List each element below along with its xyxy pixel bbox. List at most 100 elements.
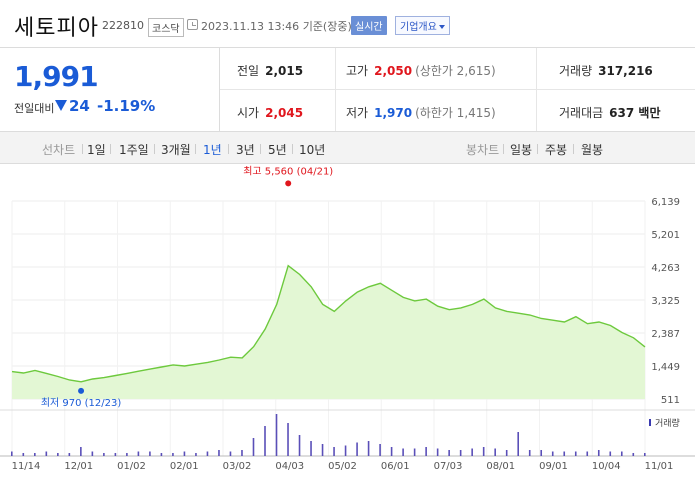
x-tick-label: 12/01 xyxy=(64,461,93,472)
down-arrow-icon xyxy=(55,100,67,111)
min-price-marker xyxy=(78,387,85,394)
x-axis-labels: 11/14 12/01 01/02 02/01 03/02 04/03 05/02 06/01… xyxy=(12,461,674,472)
volume-bar xyxy=(310,441,312,456)
volume-bar xyxy=(11,451,13,456)
volume: 거래량 317,216 xyxy=(559,64,653,78)
volume-bar xyxy=(206,451,209,456)
tab-1w[interactable]: 1주일 xyxy=(119,143,149,157)
x-tick-label: 05/02 xyxy=(328,461,357,472)
volume-bar xyxy=(597,450,600,456)
y-tick-label: 6,139 xyxy=(651,197,680,208)
x-tick-label: 01/02 xyxy=(117,461,146,472)
market-badge: 코스닥 xyxy=(148,18,184,37)
volume-bar xyxy=(574,451,577,456)
volume-bar xyxy=(264,426,266,456)
tab-5y[interactable]: 5년 xyxy=(268,143,287,157)
divider xyxy=(292,144,293,154)
tab-10y[interactable]: 10년 xyxy=(299,143,326,157)
open-price: 시가 2,045 xyxy=(237,106,304,120)
tab-weekly[interactable]: 주봉 xyxy=(545,143,568,157)
tab-1y[interactable]: 1년 xyxy=(203,143,222,157)
low-price: 저가 1,970 (하한가 1,415) xyxy=(346,106,496,120)
x-tick-label: 11/14 xyxy=(12,461,41,472)
volume-bar xyxy=(149,451,151,456)
volume-bar xyxy=(344,445,347,456)
volume-bar xyxy=(551,451,554,456)
divider xyxy=(154,144,155,154)
candle-chart-label: 봉차트 xyxy=(466,143,500,157)
volume-bar xyxy=(436,448,439,456)
y-tick-label: 511 xyxy=(661,395,680,406)
prev-close: 전일 2,015 xyxy=(237,64,304,78)
stock-name: 세토피아 xyxy=(14,16,99,41)
volume-bar xyxy=(103,453,105,456)
volume-label: 거래량 xyxy=(655,417,680,429)
price-chart-svg[interactable]: 6,139 5,201 4,263 3,325 2,387 1,449 511 최고 5,5… xyxy=(0,164,695,487)
volume-bar xyxy=(275,414,278,456)
volume-bar xyxy=(218,450,220,456)
current-price: 1,991 xyxy=(14,60,99,93)
volume-bar xyxy=(367,441,370,456)
y-tick-label: 2,387 xyxy=(651,329,680,340)
y-tick-label: 5,201 xyxy=(651,230,680,241)
realtime-badge[interactable]: 실시간 xyxy=(351,16,387,35)
price-line xyxy=(11,264,646,383)
x-tick-label: 09/01 xyxy=(539,461,568,472)
price-box: 1,991 전일대비 24 -1.19% xyxy=(0,48,220,131)
volume-bar xyxy=(241,450,243,456)
chevron-down-icon xyxy=(438,25,445,29)
trade-amount: 거래대금 637 백만 xyxy=(559,106,661,120)
x-tick-label: 04/03 xyxy=(275,461,304,472)
volume-bar xyxy=(620,451,623,456)
x-tick-label: 08/01 xyxy=(486,461,515,472)
volume-bar xyxy=(379,444,381,456)
volume-bar xyxy=(126,453,128,456)
volume-bar xyxy=(252,438,255,456)
volume-bar xyxy=(528,450,531,456)
tab-3m[interactable]: 3개월 xyxy=(161,143,191,157)
volume-bar xyxy=(390,447,393,456)
volume-bar xyxy=(45,451,48,456)
line-chart-label: 선차트 xyxy=(42,143,76,157)
volume-bar xyxy=(482,447,485,456)
stock-code: 222810 xyxy=(102,19,144,32)
divider xyxy=(503,144,504,154)
divider xyxy=(82,144,83,154)
volume-bar xyxy=(356,442,358,456)
tab-1d[interactable]: 1일 xyxy=(87,143,106,157)
divider xyxy=(195,144,196,154)
volume-bar xyxy=(471,448,473,456)
divider xyxy=(335,48,336,131)
company-overview-button[interactable]: 기업개요 xyxy=(395,16,450,35)
volume-bar xyxy=(287,423,289,456)
max-price-label: 최고 5,560 (04/21) xyxy=(243,165,333,177)
volume-bar xyxy=(34,453,36,456)
volume-bar xyxy=(333,447,335,456)
divider xyxy=(110,144,111,154)
vs-prev-label: 전일대비 xyxy=(14,102,55,115)
divider xyxy=(573,144,574,154)
y-tick-label: 1,449 xyxy=(651,362,680,373)
tab-daily[interactable]: 일봉 xyxy=(510,143,533,157)
y-axis-labels: 6,139 5,201 4,263 3,325 2,387 1,449 511 xyxy=(651,197,680,406)
tab-3y[interactable]: 3년 xyxy=(236,143,255,157)
quote-grid: 전일 2,015 고가 2,050 (상한가 2,615) 거래량 317,216 시가… xyxy=(220,48,695,131)
price-chart[interactable]: 6,139 5,201 4,263 3,325 2,387 1,449 511 최고 5,5… xyxy=(0,164,695,487)
volume-bar xyxy=(494,448,496,456)
tab-monthly[interactable]: 월봉 xyxy=(581,143,604,157)
y-tick-label: 4,263 xyxy=(651,263,680,274)
stock-header: 세토피아 222810 코스닥 2023.11.13 13:46 기준(장중) … xyxy=(0,0,695,48)
x-tick-label: 11/01 xyxy=(645,461,674,472)
volume-bars xyxy=(0,409,695,457)
high-price: 고가 2,050 (상한가 2,615) xyxy=(346,64,496,78)
change-amount: 24 xyxy=(69,97,90,115)
change-percent: -1.19% xyxy=(97,97,156,115)
x-tick-label: 10/04 xyxy=(592,461,621,472)
volume-bar xyxy=(517,432,519,456)
volume-bar xyxy=(459,450,462,456)
x-tick-label: 07/03 xyxy=(434,461,463,472)
divider xyxy=(228,144,229,154)
y-tick-label: 3,325 xyxy=(651,296,680,307)
volume-bar xyxy=(505,450,508,456)
volume-bar xyxy=(22,453,25,456)
